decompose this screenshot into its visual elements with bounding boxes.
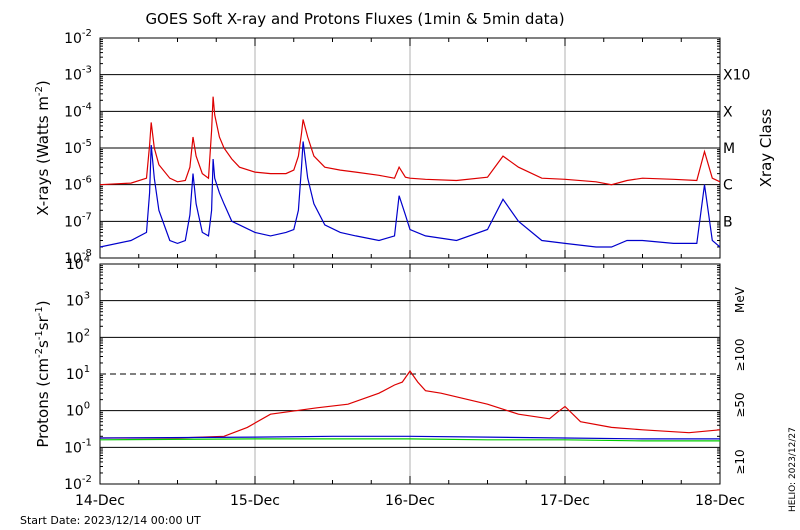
y-tick-label: 10-3 [64, 65, 92, 84]
xray-class-b: B [723, 214, 733, 230]
y-tick-label: 10-8 [64, 248, 92, 267]
x-axis: 14-Dec 15-Dec 16-Dec 17-Dec 18-Dec [75, 38, 745, 509]
legend-entry: ≥10 [733, 449, 747, 474]
legend-entry: MeV [733, 286, 747, 313]
start-date: Start Date: 2023/12/14 00:00 UT [20, 514, 201, 527]
y-tick-label: 104 [66, 254, 90, 273]
x-tick-label: 16-Dec [385, 493, 435, 509]
y-tick-label: 10-4 [64, 101, 92, 120]
series-line [100, 370, 720, 439]
proton-ylabel: Protons (cm-2s-1sr-1) [34, 300, 52, 447]
series-line [100, 96, 720, 186]
series-line [100, 141, 720, 248]
x-tick-label: 15-Dec [230, 493, 280, 509]
proton-panel: 104 103 102 101 100 10-1 10-2 MeV ≥100 ≥50 ≥10 [64, 254, 747, 493]
legend-entry: ≥50 [733, 392, 747, 417]
xray-class-m: M [723, 141, 735, 157]
chart-title: GOES Soft X-ray and Protons Fluxes (1min… [145, 10, 564, 28]
y-tick-label: 10-7 [64, 211, 92, 230]
credit-label: HELIO: 2023/12/27 [788, 427, 798, 512]
y-tick-label: 102 [66, 327, 90, 346]
xray-panel: 10-2 10-3 10-4 10-5 10-6 10-7 10-8 X10 X M C B [64, 28, 750, 267]
y-tick-label: 100 [66, 401, 90, 420]
y-tick-label: 10-2 [64, 28, 92, 47]
xray-class-label: Xray Class [757, 108, 775, 187]
y-tick-label: 10-1 [64, 437, 92, 456]
xray-ylabel: X-rays (Watts m-2) [34, 80, 52, 215]
y-tick-label: 10-6 [64, 175, 92, 194]
xray-class-x: X [723, 104, 733, 120]
series-line [100, 438, 720, 442]
y-tick-label: 101 [66, 364, 90, 383]
y-tick-label: 10-2 [64, 474, 92, 493]
legend-entry: ≥100 [733, 339, 747, 372]
x-tick-label: 18-Dec [695, 493, 745, 509]
y-tick-label: 103 [66, 291, 90, 310]
x-tick-label: 14-Dec [75, 493, 125, 509]
y-tick-label: 10-5 [64, 138, 92, 157]
x-tick-label: 17-Dec [540, 493, 590, 509]
xray-class-c: C [723, 178, 733, 194]
xray-class-x10: X10 [723, 68, 750, 84]
series-line [100, 435, 720, 440]
